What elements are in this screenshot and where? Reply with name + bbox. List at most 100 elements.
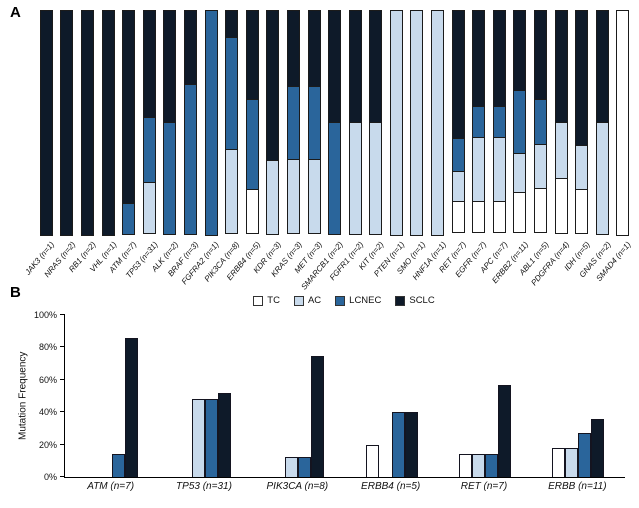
bar-sclc — [404, 412, 418, 477]
segment-tc — [472, 201, 486, 233]
segment-tc — [616, 10, 630, 236]
gene-column: NRAS (n=2) — [42, 10, 78, 290]
bar-lcnec — [484, 454, 498, 477]
bar-group — [345, 315, 438, 477]
legend-item-ac: AC — [293, 295, 322, 306]
stacked-bar — [204, 10, 218, 236]
segment-lcnec — [204, 10, 218, 236]
gene-column: ERBB2 (n=11) — [490, 10, 531, 290]
x-axis-label: PIK3CA (n=8) — [266, 481, 329, 492]
gene-column: FGFR1 (n=2) — [328, 10, 366, 290]
bar-group — [252, 315, 345, 477]
segment-tc — [575, 188, 589, 234]
bar-tc — [458, 454, 472, 477]
legend-swatch-ac — [293, 295, 304, 306]
panel-b-label: B — [10, 284, 21, 301]
segment-lcnec — [328, 122, 342, 235]
segment-sclc — [60, 10, 74, 236]
bar-group — [532, 315, 625, 477]
segment-sclc — [266, 10, 280, 162]
segment-sclc — [286, 10, 300, 87]
legend-swatch-tc — [253, 295, 264, 306]
segment-ac — [575, 144, 589, 190]
segment-sclc — [142, 10, 156, 119]
stacked-bar — [369, 10, 383, 236]
segment-lcnec — [163, 122, 177, 235]
segment-sclc — [163, 10, 177, 123]
gene-column: KRAS (n=3) — [269, 10, 304, 290]
stacked-bar — [492, 10, 506, 236]
bar-lcnec — [204, 399, 218, 477]
stacked-bar — [451, 10, 465, 236]
bar-sclc — [217, 392, 231, 477]
segment-lcnec — [492, 106, 506, 138]
gene-column: VHL (n=1) — [88, 10, 119, 290]
legend-swatch-lcnec — [335, 295, 346, 306]
segment-ac — [554, 122, 568, 179]
segment-sclc — [183, 10, 197, 85]
gene-column: APC (n=7) — [478, 10, 510, 290]
legend: TC AC LCNEC SCLC — [64, 295, 624, 306]
segment-sclc — [80, 10, 94, 236]
y-tick-label: 20% — [38, 439, 57, 450]
stacked-bar — [595, 10, 609, 236]
gene-column: BRAF (n=3) — [166, 10, 201, 290]
gene-column: TP53 (n=31) — [124, 10, 160, 290]
stacked-bar — [616, 10, 630, 236]
segment-sclc — [513, 10, 527, 92]
gene-column: ATM (n=7) — [108, 10, 139, 290]
panel-a-stacked-bar-chart: JAK3 (n=1) NRAS (n=2) RB1 (n=2) VHL (n=1) AT… — [23, 10, 634, 292]
segment-lcnec — [307, 85, 321, 161]
stacked-bar — [225, 10, 239, 236]
segment-tc — [534, 187, 548, 233]
x-axis-label: ATM (n=7) — [87, 481, 135, 492]
x-axis-label: ERBB4 (n=5) — [361, 481, 421, 492]
segment-sclc — [348, 10, 362, 123]
gene-column: GNAS (n=2) — [577, 10, 613, 290]
gene-column: SMAD4 (n=1) — [595, 10, 634, 290]
panel-b-grouped-bar-chart: 0% 20% 40% 60% 80% 100% — [34, 310, 625, 482]
segment-ac — [513, 152, 527, 194]
stacked-bar — [410, 10, 424, 236]
stacked-bar — [142, 10, 156, 236]
x-axis-label: ERBB (n=11) — [548, 481, 607, 492]
gene-column: MET (n=3) — [293, 10, 325, 290]
y-tick-label: 40% — [38, 407, 57, 418]
legend-label: TC — [267, 295, 280, 306]
segment-sclc — [245, 10, 259, 101]
bar-sclc — [311, 355, 325, 477]
legend-item-tc: TC — [253, 295, 280, 306]
segment-lcnec — [225, 37, 239, 151]
bar-lcnec — [391, 412, 405, 477]
panel-a-label: A — [10, 4, 21, 21]
segment-sclc — [472, 10, 486, 108]
bar-group — [65, 315, 158, 477]
legend-item-sclc: SCLC — [395, 295, 435, 306]
bar-ac — [565, 447, 579, 477]
bar-ac — [471, 454, 485, 477]
segment-ac — [266, 160, 280, 235]
gene-column: KDR (n=3) — [251, 10, 284, 290]
segment-tc — [245, 188, 259, 234]
segment-ac — [225, 149, 239, 234]
segment-sclc — [451, 10, 465, 139]
gene-column: ABL1 (n=5) — [517, 10, 551, 290]
gene-column: SMO (n=1) — [395, 10, 428, 290]
x-axis-label: RET (n=7) — [460, 481, 508, 492]
stacked-bar — [554, 10, 568, 236]
bar-sclc — [591, 418, 605, 477]
segment-ac — [410, 10, 424, 236]
stacked-bar — [266, 10, 280, 236]
stacked-bar — [122, 10, 136, 236]
legend-label: AC — [307, 295, 322, 306]
bar-tc — [365, 444, 379, 477]
stacked-bar — [286, 10, 300, 236]
segment-sclc — [369, 10, 383, 123]
gene-column: PIK3CA (n=8) — [203, 10, 242, 290]
legend-swatch-sclc — [395, 295, 406, 306]
stacked-bar — [575, 10, 589, 236]
y-tick-mark — [60, 476, 65, 477]
y-tick-mark — [60, 346, 65, 348]
segment-lcnec — [183, 83, 197, 235]
